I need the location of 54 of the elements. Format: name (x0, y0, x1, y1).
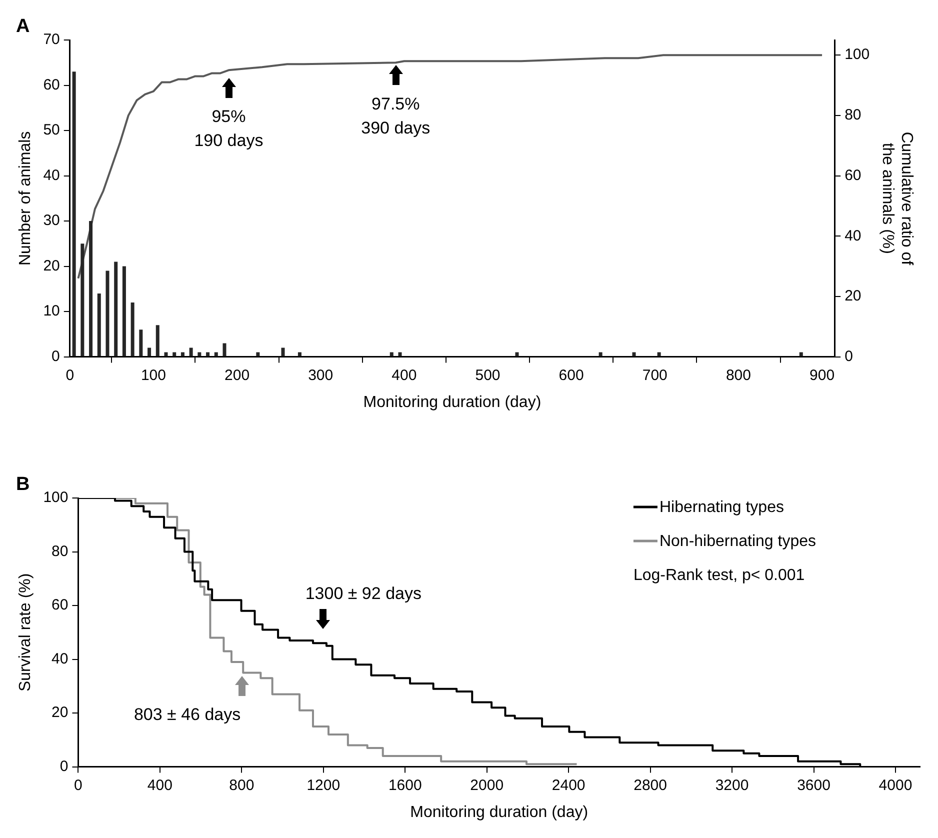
x-tick-label: 0 (74, 776, 82, 794)
y-tick-label: 70 (43, 31, 60, 48)
annotation: 97.5% 390 days (361, 94, 430, 138)
x-tick-label: 2800 (634, 776, 667, 794)
x-axis-title: Monitoring duration (day) (410, 804, 588, 821)
x-tick-label: 800 (726, 366, 751, 384)
y-axis-title: Survival rate (%) (17, 573, 34, 692)
annotation: 1300 ± 92 days (305, 584, 422, 604)
y2-tick-label: 80 (844, 106, 862, 124)
y-tick-label: 0 (52, 348, 60, 365)
y-tick-label: 60 (52, 596, 68, 614)
chart-title: B (16, 474, 30, 495)
x-axis-title: Monitoring duration (day) (363, 394, 542, 411)
x-tick-label: 100 (140, 366, 166, 384)
x-tick-label: 2400 (552, 776, 586, 794)
y-tick-label: 40 (43, 166, 60, 184)
y2-tick-label: 40 (844, 227, 862, 244)
y-tick-label: 30 (43, 212, 60, 230)
annotation: 803 ± 46 days (134, 704, 241, 724)
y-tick-label: 10 (43, 302, 60, 320)
y2-tick-label: 20 (844, 288, 862, 305)
legend-label: Hibernating types (659, 499, 784, 516)
y-tick-label: 20 (52, 704, 68, 722)
y-tick-label: 50 (43, 122, 60, 139)
x-tick-label: 400 (392, 366, 417, 384)
annotation: Log-Rank test, p< 0.001 (633, 567, 805, 584)
y-tick-label: 80 (52, 542, 68, 560)
x-tick-label: 500 (475, 366, 500, 384)
y-tick-label: 20 (43, 257, 60, 274)
x-tick-label: 400 (147, 776, 172, 794)
y2-tick-label: 60 (844, 166, 862, 184)
x-tick-label: 600 (558, 366, 584, 384)
x-tick-label: 200 (224, 366, 250, 384)
x-tick-label: 300 (308, 366, 334, 384)
x-tick-label: 1200 (306, 776, 340, 794)
x-tick-label: 3200 (715, 776, 749, 794)
y-tick-label: 60 (43, 76, 60, 94)
y-tick-label: 40 (52, 650, 68, 668)
y2-tick-label: 100 (844, 46, 870, 64)
x-tick-label: 4000 (878, 776, 912, 794)
x-tick-label: 1600 (388, 776, 422, 794)
y-axis-title: Number of animals (17, 131, 34, 266)
y2-tick-label: 0 (844, 348, 853, 365)
x-tick-label: 2000 (470, 776, 504, 794)
y2-axis-title: Cumulative ratio of the animals (%) (878, 132, 915, 266)
y-tick-label: 100 (43, 489, 68, 506)
x-tick-label: 700 (642, 366, 668, 384)
annotation: 95% 190 days (194, 107, 264, 150)
x-tick-label: 800 (229, 776, 254, 794)
legend-label: Non-hibernating types (659, 533, 816, 550)
x-tick-label: 900 (810, 366, 835, 384)
y-tick-label: 0 (60, 758, 68, 775)
chart-title: A (16, 16, 30, 37)
x-tick-label: 3600 (797, 776, 830, 794)
